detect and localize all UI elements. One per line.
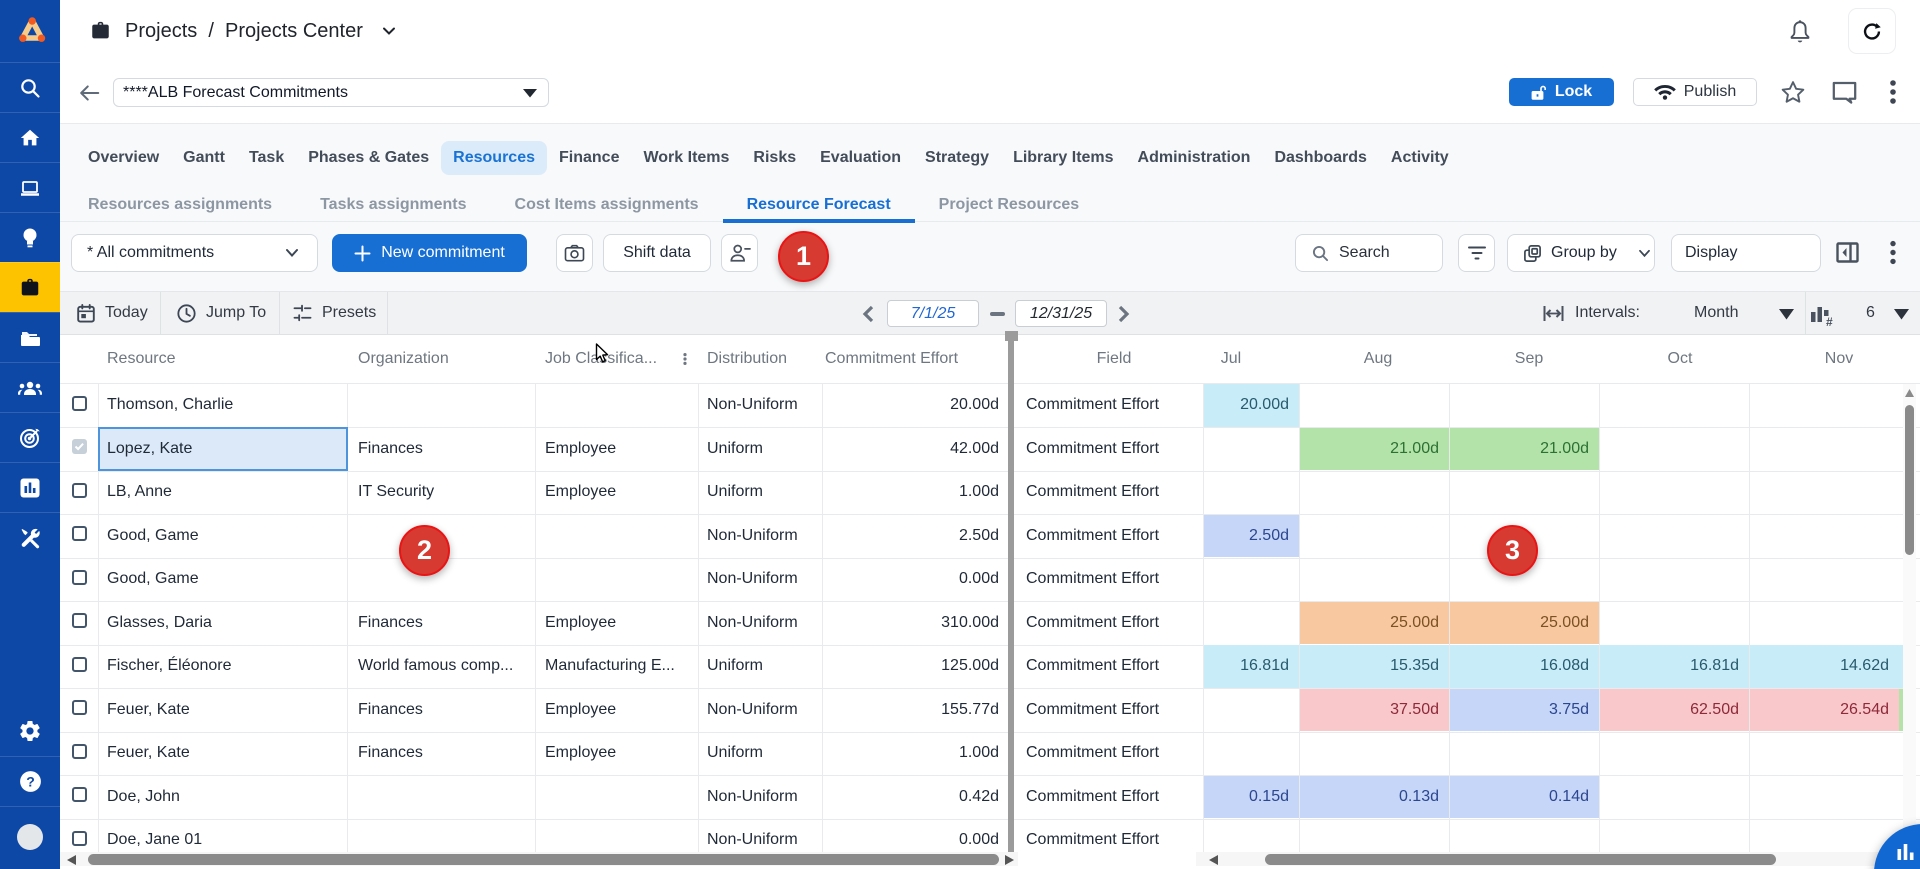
svg-text:#: # [1826,315,1833,327]
svg-text:?: ? [26,773,35,789]
